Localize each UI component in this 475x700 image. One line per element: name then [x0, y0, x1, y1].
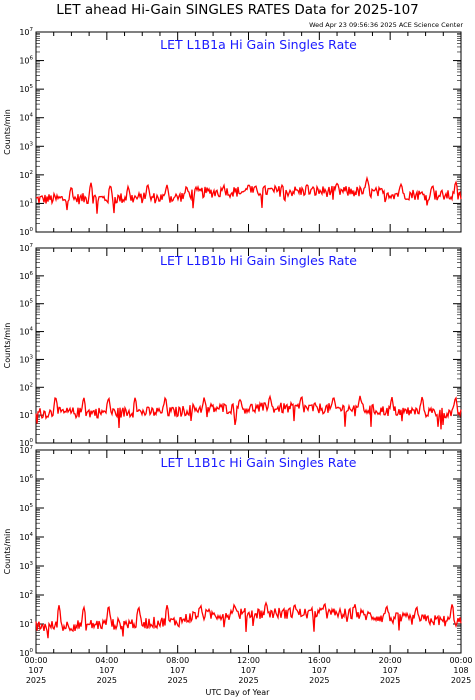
y-tick-label: 102: [19, 170, 33, 180]
x-tick-day: 107: [241, 666, 256, 675]
y-tick-label: 107: [19, 243, 33, 253]
y-tick-label: 106: [19, 474, 33, 484]
x-tick-day: 107: [170, 666, 185, 675]
y-tick-label: 106: [19, 56, 33, 66]
panel-frame-1: [35, 31, 462, 233]
series-line-1: [35, 175, 462, 214]
x-tick-day: 107: [312, 666, 327, 675]
y-tick-label: 102: [19, 382, 33, 392]
panel-title-1: LET L1B1a Hi Gain Singles Rate: [160, 37, 357, 52]
chart-title: LET ahead Hi-Gain SINGLES RATES Data for…: [56, 2, 419, 18]
y-tick-label: 104: [19, 327, 33, 337]
x-tick-time: 20:00: [379, 656, 402, 665]
y-tick-label: 101: [19, 410, 33, 420]
x-tick-time: 08:00: [166, 656, 189, 665]
y-tick-label: 106: [19, 271, 33, 281]
y-tick-label: 105: [19, 299, 33, 309]
x-tick-year: 2025: [309, 676, 329, 685]
y-tick-label: 100: [19, 227, 33, 237]
x-tick-time: 04:00: [95, 656, 118, 665]
y-tick-label: 100: [19, 648, 33, 658]
x-tick-time: 00:00: [449, 656, 472, 665]
x-axis-label: UTC Day of Year: [205, 688, 270, 697]
y-tick-label: 101: [19, 619, 33, 629]
y-tick-label: 107: [19, 445, 33, 455]
x-tick-day: 108: [453, 666, 468, 675]
y-tick-label: 105: [19, 503, 33, 513]
x-tick-time: 00:00: [24, 656, 47, 665]
x-tick-day: 107: [28, 666, 43, 675]
series-line-2: [35, 394, 462, 430]
y-axis-label: Counts/min: [3, 109, 12, 155]
timestamp: Wed Apr 23 09:56:36 2025 ACE Science Cen…: [309, 21, 463, 29]
y-tick-label: 102: [19, 590, 33, 600]
y-tick-label: 105: [19, 84, 33, 94]
y-tick-label: 103: [19, 354, 33, 364]
panel-title-2: LET L1B1b Hi Gain Singles Rate: [160, 253, 357, 268]
y-tick-label: 103: [19, 561, 33, 571]
y-tick-label: 100: [19, 438, 33, 448]
panel-title-3: LET L1B1c Hi Gain Singles Rate: [161, 455, 357, 470]
x-tick-day: 107: [99, 666, 114, 675]
x-tick-year: 2025: [97, 676, 117, 685]
y-tick-label: 104: [19, 532, 33, 542]
y-tick-label: 101: [19, 198, 33, 208]
x-tick-year: 2025: [26, 676, 46, 685]
x-tick-time: 16:00: [308, 656, 331, 665]
series-line-3: [35, 601, 462, 639]
y-axis-label: Counts/min: [3, 529, 12, 575]
y-tick-label: 107: [19, 27, 33, 37]
y-tick-label: 103: [19, 141, 33, 151]
y-tick-label: 104: [19, 113, 33, 123]
x-tick-year: 2025: [238, 676, 258, 685]
x-tick-year: 2025: [451, 676, 471, 685]
x-tick-year: 2025: [380, 676, 400, 685]
x-tick-year: 2025: [167, 676, 187, 685]
x-tick-time: 12:00: [237, 656, 260, 665]
x-tick-day: 107: [383, 666, 398, 675]
y-axis-label: Counts/min: [3, 323, 12, 369]
